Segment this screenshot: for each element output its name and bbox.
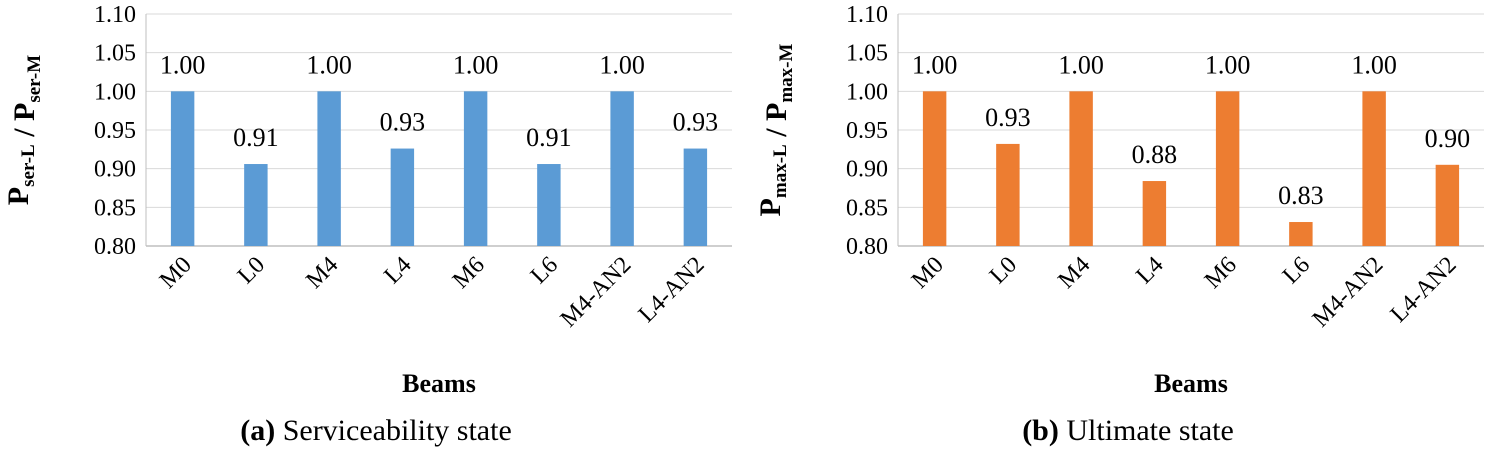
bar-m6 <box>463 91 488 246</box>
bar-l6 <box>537 164 561 246</box>
x-tick-label: M4-AN2 <box>556 252 637 333</box>
data-label: 1.00 <box>306 50 352 79</box>
caption-b-tag: (b) <box>1022 414 1059 447</box>
x-tick-label: L6 <box>526 252 563 289</box>
caption-a-text: Serviceability state <box>275 414 512 447</box>
x-tick-label: L0 <box>985 252 1022 289</box>
y-tick-label: 1.00 <box>846 79 888 105</box>
bar-l0 <box>996 143 1020 246</box>
data-label: 1.00 <box>1205 50 1251 79</box>
y-tick-label: 1.05 <box>846 41 888 67</box>
bar-m4-an2 <box>1362 91 1386 246</box>
bar-l4-an2 <box>683 148 708 246</box>
x-tick-label: L0 <box>233 252 270 289</box>
y-tick-label: 0.95 <box>846 118 888 144</box>
bar-l4-an2 <box>1435 164 1460 246</box>
x-tick-label: M0 <box>155 252 197 294</box>
y-tick-label: 0.85 <box>846 195 888 221</box>
y-tick-label: 0.90 <box>94 157 136 183</box>
y-tick-label: 0.95 <box>94 118 136 144</box>
x-axis-title: Beams <box>1154 369 1228 398</box>
data-label: 1.00 <box>453 50 499 79</box>
data-label: 0.93 <box>985 103 1031 132</box>
caption-b: (b) Ultimate state <box>752 414 1504 448</box>
chart-b-svg: 0.80 0.85 0.90 0.95 1.00 1.05 1.10 1.00 M0 0.93 L0… <box>754 2 1484 398</box>
bar-m0 <box>170 91 195 246</box>
x-tick-label: L4-AN2 <box>634 252 710 328</box>
bar-m0 <box>922 91 947 246</box>
x-tick-label: M6 <box>1200 252 1242 294</box>
x-tick-label: L4 <box>1131 252 1168 289</box>
data-label: 0.91 <box>233 123 279 152</box>
bar-m4-an2 <box>610 91 634 246</box>
bar-l4 <box>1142 181 1167 246</box>
x-tick-label: L4-AN2 <box>1386 252 1462 328</box>
data-label: 0.88 <box>1132 140 1178 169</box>
x-tick-label: M4 <box>1053 252 1095 294</box>
x-tick-label: M0 <box>907 252 949 294</box>
y-axis-title: Pser-L / Pser-M <box>2 55 45 205</box>
x-tick-label: M6 <box>448 252 490 294</box>
chart-a-svg: 0.80 0.85 0.90 0.95 1.00 1.05 1.10 1.00 M0 0.91 L0… <box>2 2 732 398</box>
y-tick-label: 1.10 <box>846 2 888 28</box>
y-tick-label: 0.80 <box>94 234 136 260</box>
data-label: 1.00 <box>912 50 958 79</box>
data-label: 0.93 <box>380 108 426 137</box>
y-tick-label: 1.00 <box>94 79 136 105</box>
x-tick-label: M4 <box>301 252 343 294</box>
data-label: 0.93 <box>673 108 719 137</box>
data-label: 1.00 <box>1058 50 1104 79</box>
caption-a: (a) Serviceability state <box>0 414 752 448</box>
data-label: 0.83 <box>1278 181 1324 210</box>
chart-panel-a: 0.80 0.85 0.90 0.95 1.00 1.05 1.10 1.00 M0 0.91 L0… <box>0 0 752 452</box>
y-tick-label: 1.10 <box>94 2 136 28</box>
data-label: 0.91 <box>526 123 572 152</box>
caption-b-text: Ultimate state <box>1058 414 1234 447</box>
bar-m4 <box>317 91 341 246</box>
x-tick-label: L4 <box>379 252 416 289</box>
data-label: 1.00 <box>1351 50 1397 79</box>
y-tick-label: 0.90 <box>846 157 888 183</box>
x-tick-label: M4-AN2 <box>1308 252 1389 333</box>
x-tick-label: L6 <box>1278 252 1315 289</box>
bar-l0 <box>244 164 268 246</box>
y-tick-label: 0.80 <box>846 234 888 260</box>
data-label: 0.90 <box>1425 124 1471 153</box>
y-tick-label: 1.05 <box>94 41 136 67</box>
caption-a-tag: (a) <box>240 414 276 447</box>
bar-m6 <box>1215 91 1240 246</box>
bar-l4 <box>390 148 415 246</box>
data-label: 1.00 <box>599 50 645 79</box>
bar-l6 <box>1289 222 1313 246</box>
data-label: 1.00 <box>160 50 206 79</box>
y-tick-label: 0.85 <box>94 195 136 221</box>
bar-m4 <box>1069 91 1093 246</box>
x-axis-title: Beams <box>402 369 476 398</box>
y-axis-title: Pmax-L / Pmax-M <box>754 43 797 216</box>
chart-panel-b: 0.80 0.85 0.90 0.95 1.00 1.05 1.10 1.00 M0 0.93 L0… <box>752 0 1504 452</box>
